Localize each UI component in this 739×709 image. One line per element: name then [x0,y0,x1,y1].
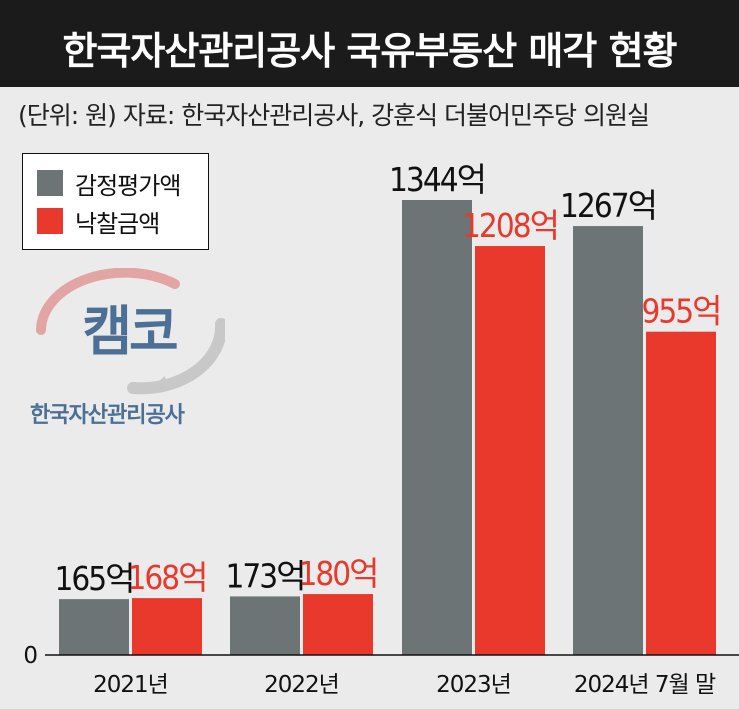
data-label-appraisal-2: 1344억 [389,160,485,199]
data-label-appraisal-3: 1267억 [560,186,656,225]
logo-mark-text: 캠코 [82,300,177,363]
data-label-winning-bid-2: 1208억 [462,206,558,245]
bar-appraisal-0 [59,599,129,655]
x-tick-label-2: 2023년 [436,672,511,698]
legend-swatch-winning-bid [37,208,63,234]
bar-winning-bid-3 [646,331,716,655]
data-label-winning-bid-1: 180억 [298,554,377,593]
kamco-logo: 캠코 [36,268,225,395]
data-label-winning-bid-0: 168억 [127,558,206,597]
x-tick-label-3: 2024년 7월 말 [574,672,716,698]
logo-swoosh-top-icon [36,268,180,335]
bar-appraisal-1 [230,596,300,655]
y-tick-label: 0 [23,643,37,669]
x-tick-label-1: 2022년 [264,672,339,698]
bar-winning-bid-2 [475,246,545,655]
legend-label-winning-bid: 낙찰금액 [75,209,160,238]
legend-swatch-appraisal [37,170,63,196]
legend-label-appraisal: 감정평가액 [75,171,181,200]
chart-title: 한국자산관리공사 국유부동산 매각 현황 [62,29,677,73]
source-note: (단위: 원) 자료: 한국자산관리공사, 강훈식 더불어민주당 의원실 [18,101,650,130]
logo-arrow-icon [153,376,167,390]
bar-winning-bid-0 [132,598,202,655]
legend-item-winning-bid: 낙찰금액 [37,206,160,238]
bar-appraisal-2 [402,200,472,655]
bar-appraisal-3 [573,226,643,656]
legend: 감정평가액 낙찰금액 [22,153,209,250]
title-bar: 한국자산관리공사 국유부동산 매각 현황 [0,0,739,87]
data-label-appraisal-1: 173억 [225,556,304,595]
bar-winning-bid-1 [303,594,373,655]
logo-subtitle: 한국자산관리공사 [30,403,185,428]
x-tick-label-0: 2021년 [93,672,168,698]
data-label-appraisal-0: 165억 [54,559,133,598]
logo-swoosh-bottom-icon [127,318,225,395]
legend-item-appraisal: 감정평가액 [37,168,181,200]
data-label-winning-bid-3: 955억 [641,292,720,331]
